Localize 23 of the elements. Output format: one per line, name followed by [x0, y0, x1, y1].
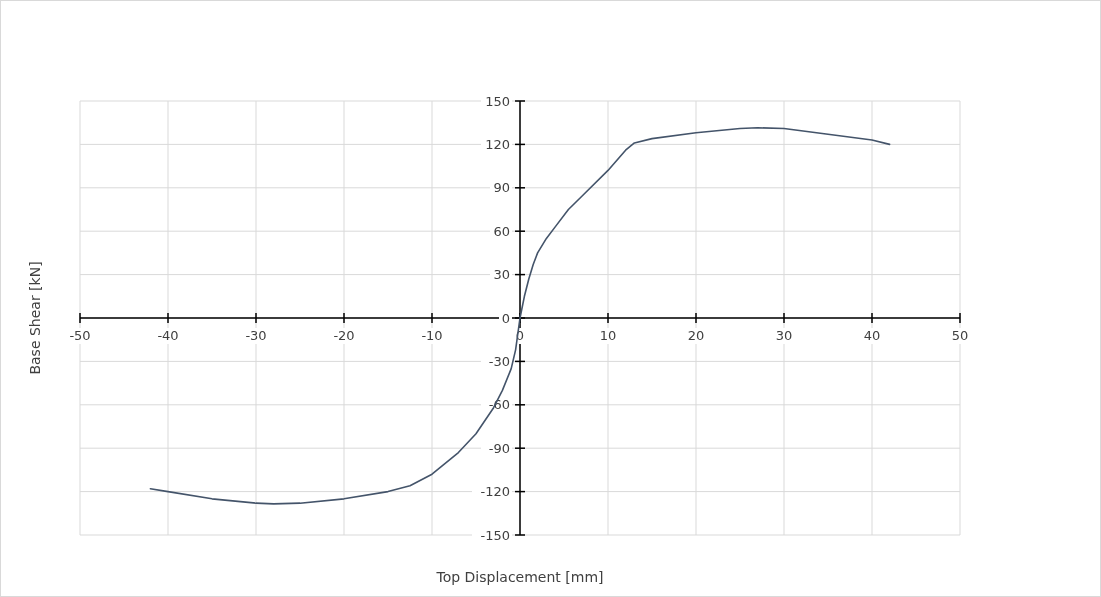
y-tick-label: 150: [485, 93, 510, 109]
y-tick-label: 60: [493, 223, 510, 239]
y-tick-label: -30: [488, 353, 510, 369]
x-tick-label: -10: [421, 328, 443, 343]
y-tick-label: 120: [485, 136, 510, 152]
x-tick-label: -20: [333, 328, 355, 343]
y-tick-label: 90: [493, 180, 510, 196]
x-tick-label: -30: [245, 328, 267, 343]
x-tick-label: 50: [951, 328, 969, 343]
x-axis-title: Top Displacement [mm]: [435, 569, 604, 585]
y-tick-label: 30: [493, 267, 510, 283]
x-tick-label: 20: [687, 328, 705, 343]
y-tick-label: -150: [480, 527, 510, 543]
y-axis-title: Base Shear [kN]: [27, 261, 43, 375]
y-tick-label: -90: [488, 440, 510, 456]
x-tick-label: -40: [157, 328, 179, 343]
x-tick-label: 10: [599, 328, 617, 343]
x-tick-label: 30: [775, 328, 793, 343]
x-tick-label: 40: [863, 328, 881, 343]
line-series: [149, 126, 891, 505]
y-tick-label: 0: [501, 310, 510, 326]
y-tick-label: -120: [480, 484, 510, 500]
x-tick-label: -50: [69, 328, 91, 343]
